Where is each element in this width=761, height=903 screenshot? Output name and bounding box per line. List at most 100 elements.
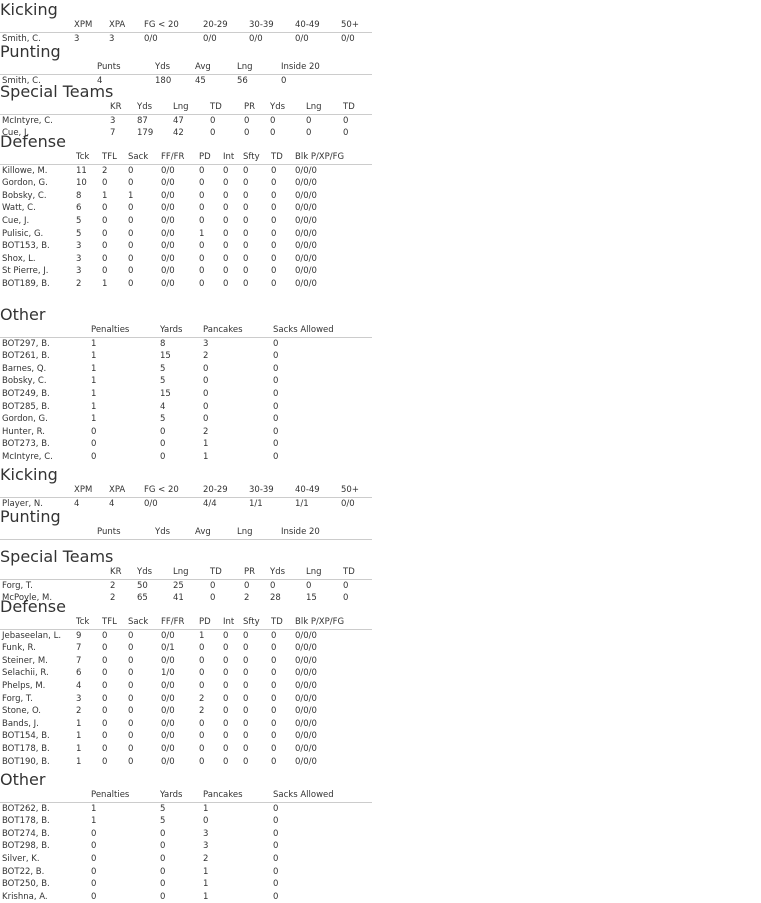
player-name: Selachii, R.	[2, 668, 49, 679]
player-name: Watt, C.	[2, 203, 36, 214]
column-header: 40-49	[293, 19, 339, 33]
stat-cell: 5	[160, 414, 166, 425]
column-header: TD	[208, 101, 242, 115]
player-name: BOT261, B.	[2, 351, 50, 362]
stat-cell: 0/0	[161, 680, 175, 691]
player-row: Watt, C. 6 0 0 0/0 0 0 0 0 0/0/0	[0, 202, 372, 215]
player-name: Pulisic, G.	[2, 228, 44, 239]
header-cell	[0, 101, 108, 115]
stat-cell: 5	[160, 376, 166, 387]
header-cell	[0, 61, 95, 75]
stat-cell: 0	[243, 165, 249, 176]
player-name: Bands, J.	[2, 718, 39, 729]
stat-cell: 0	[128, 203, 134, 214]
stat-cell: 179	[137, 128, 154, 139]
stat-cell: 0	[223, 630, 229, 641]
stat-cell: 0/0	[161, 693, 175, 704]
stat-cell: 0	[91, 439, 97, 450]
player-name: BOT285, B.	[2, 401, 50, 412]
panel-title: Special Teams	[0, 82, 114, 101]
stat-cell: 0	[273, 828, 279, 839]
stat-cell: 0	[273, 803, 279, 814]
stat-cell: 0	[160, 426, 166, 437]
player-name: Forg, T.	[2, 693, 33, 704]
stats-table: XPM XPA FG < 20 20-29 30-39 40-49 50+ Smith, C.…	[0, 19, 372, 45]
stat-cell: 0/0/0	[295, 190, 317, 201]
stat-cell: 0	[306, 128, 312, 139]
stat-cell: 0	[244, 128, 250, 139]
stats-table: Tck TFL Sack FF/FR PD Int Sfty TD Blk P/XP/FG Kil…	[0, 151, 372, 291]
stat-cell: 0/0	[161, 655, 175, 666]
player-row: Jebaseelan, L. 9 0 0 0/0 1 0 0 0 0/0/0	[0, 629, 372, 642]
panel-title: Defense	[0, 132, 66, 151]
header-row: KR Yds Lng TD PR Yds Lng TD	[0, 566, 372, 580]
stat-cell: 0	[271, 178, 277, 189]
stat-cell: 0/0/0	[295, 756, 317, 767]
stat-cell: 0	[223, 178, 229, 189]
stat-cell: 0	[223, 706, 229, 717]
column-header: Pancakes	[201, 789, 271, 803]
column-header: Sfty	[241, 151, 269, 165]
stat-cell: 0	[91, 828, 97, 839]
stat-cell: 0	[243, 693, 249, 704]
stat-cell: 0	[128, 630, 134, 641]
stat-cell: 0/0	[161, 178, 175, 189]
column-header: Yards	[158, 789, 201, 803]
player-row: Player, N. 4 4 0/0 4/4 1/1 1/1 0/0	[0, 497, 372, 510]
stat-cell: 5	[76, 215, 82, 226]
stat-cell: 0/0	[161, 165, 175, 176]
player-row: Funk, R. 7 0 0 0/1 0 0 0 0 0/0/0	[0, 642, 372, 655]
stat-cell: 0	[243, 655, 249, 666]
stat-cell: 0	[199, 756, 205, 767]
player-row: BOT298, B. 0 0 3 0	[0, 840, 372, 853]
stat-cell: 0	[128, 215, 134, 226]
stat-cell: 3	[203, 841, 209, 852]
stat-cell: 25	[173, 580, 184, 591]
stat-cell: 0	[128, 278, 134, 289]
stat-cell: 0	[203, 388, 209, 399]
stat-cell: 0	[243, 756, 249, 767]
stat-cell: 0/0	[161, 706, 175, 717]
stat-cell: 5	[160, 363, 166, 374]
stat-cell: 42	[173, 128, 184, 139]
column-header: Yds	[153, 61, 193, 75]
stat-cell: 1	[102, 278, 108, 289]
player-name: BOT274, B.	[2, 828, 50, 839]
header-row: XPM XPA FG < 20 20-29 30-39 40-49 50+	[0, 484, 372, 498]
stat-cell: 0	[128, 253, 134, 264]
stat-cell: 5	[160, 803, 166, 814]
stat-cell: 11	[76, 165, 87, 176]
stat-cell: 0	[128, 731, 134, 742]
stat-cell: 0	[271, 706, 277, 717]
column-header: TD	[269, 616, 293, 630]
stat-cell: 0	[128, 743, 134, 754]
stat-cell: 0/0	[295, 33, 309, 44]
stat-cell: 0	[223, 190, 229, 201]
stat-cell: 3	[203, 828, 209, 839]
stat-cell: 1	[203, 866, 209, 877]
stat-cell: 0	[271, 266, 277, 277]
stat-cell: 0/0	[161, 190, 175, 201]
stats-table: Penalties Yards Pancakes Sacks Allowed BOT26…	[0, 789, 372, 903]
stat-cell: 0	[128, 165, 134, 176]
stat-cell: 0	[199, 215, 205, 226]
stat-cell: 0/0	[341, 33, 355, 44]
header-cell	[0, 526, 95, 540]
stat-cell: 1/1	[295, 498, 309, 509]
player-name: Killowe, M.	[2, 165, 48, 176]
stat-cell: 0	[243, 178, 249, 189]
stats-table: XPM XPA FG < 20 20-29 30-39 40-49 50+ Player, N…	[0, 484, 372, 510]
column-header: Yds	[268, 101, 304, 115]
column-header: Inside 20	[279, 526, 372, 540]
player-name: BOT153, B.	[2, 241, 50, 252]
header-cell	[0, 324, 89, 338]
stat-cell: 0	[271, 643, 277, 654]
stat-cell: 1	[203, 803, 209, 814]
stat-cell: 1	[91, 401, 97, 412]
stat-cell: 0	[199, 743, 205, 754]
stat-cell: 0/0/0	[295, 630, 317, 641]
stat-cell: 0/0	[161, 731, 175, 742]
stat-cell: 0/0/0	[295, 253, 317, 264]
stat-cell: 0	[199, 643, 205, 654]
stat-cell: 0	[160, 439, 166, 450]
